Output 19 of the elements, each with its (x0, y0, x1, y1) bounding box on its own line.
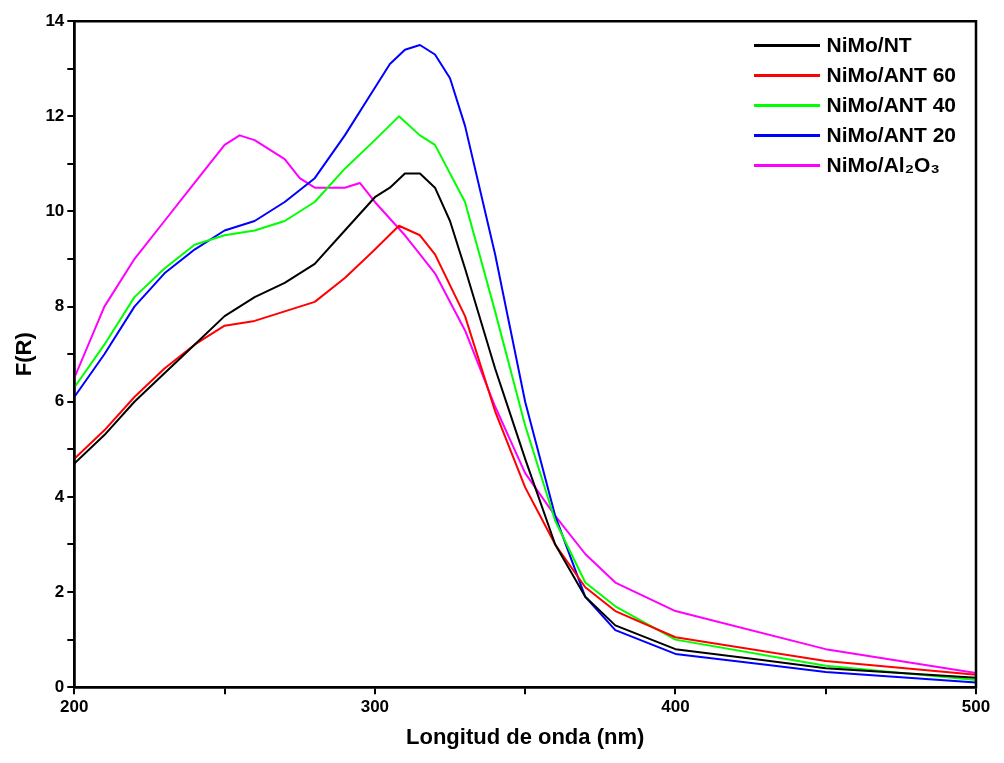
y-tick-label: 2 (54, 581, 65, 601)
legend-label: NiMo/ANT 40 (826, 92, 956, 118)
x-tick-label: 400 (661, 697, 690, 717)
y-tick-label: 12 (45, 106, 65, 126)
legend-label: NiMo/ANT 20 (826, 122, 956, 148)
legend-label: NiMo/Al₂O₃ (826, 152, 941, 178)
x-tick-label: 300 (360, 697, 390, 717)
x-tick-label: 200 (60, 697, 89, 717)
x-tick-label: 500 (961, 697, 991, 717)
y-tick-label: 10 (45, 201, 65, 221)
x-axis-title: Longitud de onda (nm) (406, 723, 645, 749)
y-tick-label: 8 (54, 296, 65, 316)
legend-label: NiMo/ANT 60 (826, 62, 956, 88)
y-tick-label: 4 (54, 486, 65, 506)
legend-label: NiMo/NT (826, 32, 912, 58)
y-tick-label: 14 (45, 10, 65, 30)
y-axis-title: F(R) (11, 332, 37, 377)
y-tick-label: 0 (54, 676, 65, 696)
y-tick-label: 6 (54, 391, 65, 411)
